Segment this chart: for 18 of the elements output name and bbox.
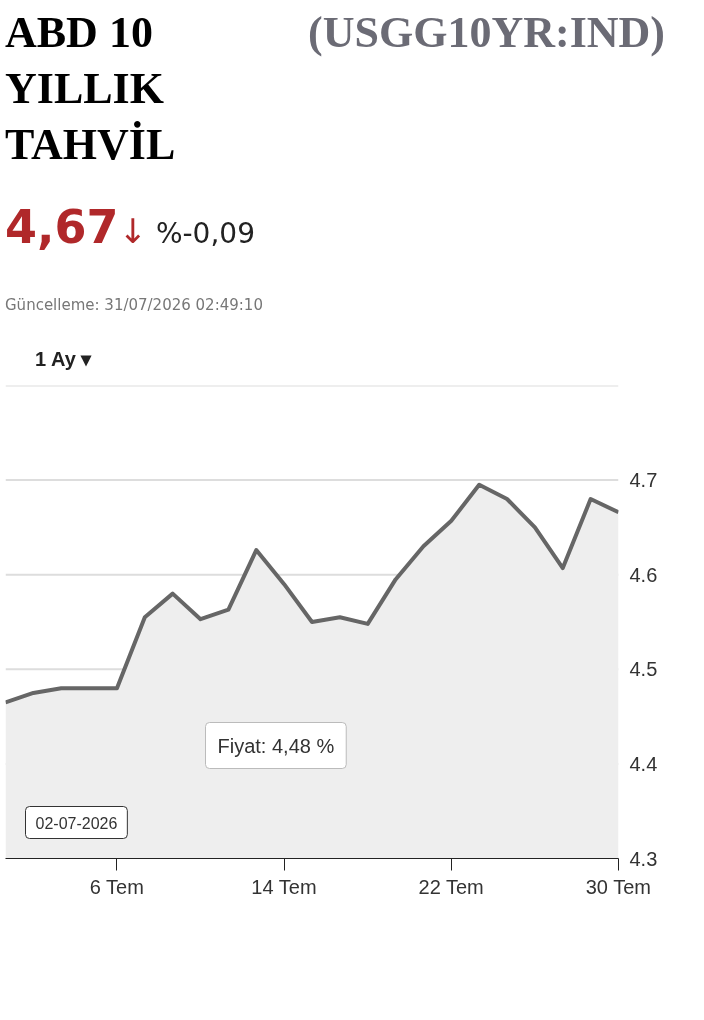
- annotation: Fiyat: 4,48 %: [217, 734, 335, 757]
- text: ↓: [118, 211, 147, 251]
- x-tick-label: 22 Tem: [418, 875, 484, 898]
- x-tick-label: 30 Tem: [585, 875, 651, 898]
- x-tick-label: 6 Tem: [89, 875, 144, 898]
- text: %-0,09: [154, 217, 255, 250]
- text: 1 Ay ▾: [35, 347, 92, 372]
- y-tick-label: 4.5: [629, 658, 658, 681]
- x-tick-label: 14 Tem: [251, 875, 317, 898]
- y-tick-label: 4.3: [629, 847, 658, 870]
- text: Güncelleme: 31/07/2026 02:49:10: [5, 295, 263, 316]
- y-tick-label: 4.6: [629, 563, 658, 586]
- y-tick-label: 4.7: [629, 469, 658, 492]
- annotation: 02-07-2026: [35, 814, 118, 832]
- y-tick-label: 4.4: [629, 752, 658, 775]
- chart-title: ABD 10 YILLIK TAHVİL: [5, 7, 177, 171]
- text: 4,67: [5, 200, 119, 254]
- chart-subtitle: (USGG10YR:IND): [308, 7, 665, 59]
